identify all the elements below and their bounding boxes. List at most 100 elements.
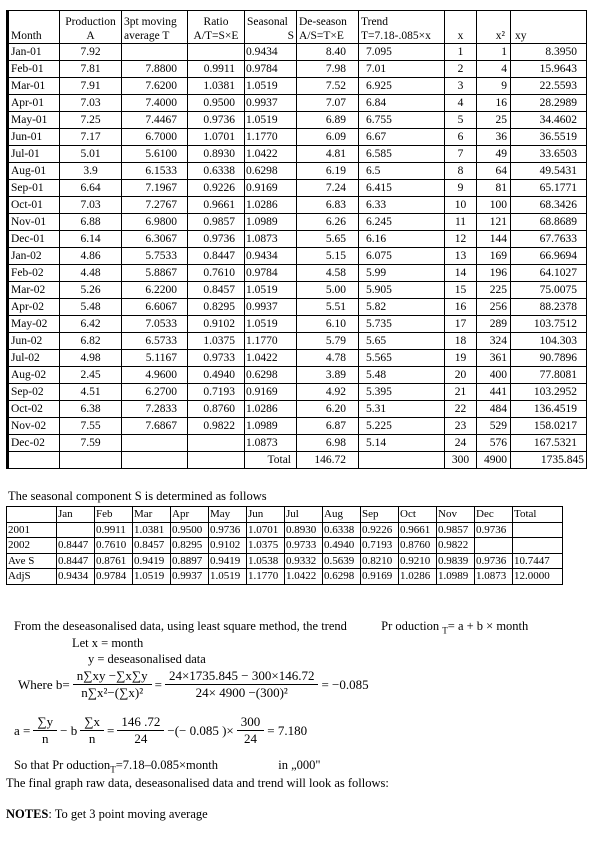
table-cell: 1.0286: [244, 400, 297, 418]
table-cell: 0.4940: [187, 366, 245, 384]
a-frac4-denominator: 24: [244, 731, 258, 746]
table-cell: 6.09: [296, 128, 359, 146]
table-row: AdjS 0.9434 0.9784 1.0519 0.9937 1.0519 1.1770…: [6, 568, 563, 585]
table-cell: 0.8760: [398, 537, 437, 554]
in-000-text: in „000": [278, 758, 321, 772]
table-cell: 0.9169: [244, 179, 297, 197]
table-cell: 3.89: [296, 366, 359, 384]
table-cell: Ave S: [6, 552, 57, 569]
table-cell: 7.4467: [121, 111, 188, 129]
table-cell: 7.91: [59, 77, 122, 95]
table-cell: 0.9733: [284, 537, 323, 554]
table-cell: 5.26: [59, 281, 122, 299]
table-cell: Feb: [94, 506, 133, 523]
table-cell: 64: [476, 162, 511, 180]
table-cell: 1.0519: [132, 568, 171, 585]
table-cell: 12: [444, 230, 477, 248]
table-cell: 5.14: [358, 434, 445, 452]
table-row: Ave S 0.8447 0.8761 0.9419 0.8897 0.9419 1.053…: [6, 552, 563, 569]
table-cell: 0.9169: [244, 383, 297, 401]
table-cell: 2002: [6, 537, 57, 554]
table-cell: 3: [444, 77, 477, 95]
table-cell: Oct-02: [7, 400, 60, 418]
table-cell: 64.1027: [510, 264, 587, 282]
table-cell: 529: [476, 417, 511, 435]
notes-label: NOTES: [6, 807, 49, 821]
table-cell: 0.9434: [244, 43, 297, 61]
table-cell: 6.84: [358, 94, 445, 112]
table-cell: 1.0701: [246, 521, 285, 538]
table-cell: 0.6298: [244, 162, 297, 180]
table-cell: Apr-02: [7, 298, 60, 316]
table-cell: 23: [444, 417, 477, 435]
table-cell: 5.6100: [121, 145, 188, 163]
table-cell: 1.0381: [132, 521, 171, 538]
table-cell: May-02: [7, 315, 60, 333]
table-cell: 49: [476, 145, 511, 163]
table-cell: Oct-01: [7, 196, 60, 214]
a-frac1-numerator: ∑y: [33, 714, 58, 731]
table-cell: 28.2989: [510, 94, 587, 112]
table-cell: 9: [476, 77, 511, 95]
table-cell: 22.5593: [510, 77, 587, 95]
table-cell: 5: [444, 111, 477, 129]
table-cell: Jul-02: [7, 349, 60, 367]
table-cell: 5.7533: [121, 247, 188, 265]
table-cell: 0.9210: [398, 552, 437, 569]
table-cell: 1.1770: [244, 128, 297, 146]
table-cell: 6.87: [296, 417, 359, 435]
a-mid: −(− 0.085 )×: [167, 722, 234, 738]
table-cell: [6, 506, 57, 523]
table-cell: 4.51: [59, 383, 122, 401]
table-cell: 0.9822: [436, 537, 475, 554]
so-that-text: So that Pr oductionT=7.18–0.085×month: [14, 758, 218, 775]
table-row: Aug-01 3.9 6.1533 0.6338 0.6298 6.19 6.5 8 64 49.…: [7, 162, 587, 180]
table-cell: 4.9600: [121, 366, 188, 384]
table-cell: 6.83: [296, 196, 359, 214]
table-cell: 5.82: [358, 298, 445, 316]
table-cell: Apr: [170, 506, 209, 523]
table-cell: 0.9784: [244, 264, 297, 282]
table-cell: 20: [444, 366, 477, 384]
table-cell: 1.0519: [244, 281, 297, 299]
table-cell: 0.9733: [187, 349, 245, 367]
table-cell: 6.415: [358, 179, 445, 197]
table-cell: May: [208, 506, 247, 523]
table-cell: 4.92: [296, 383, 359, 401]
table-cell: 5.99: [358, 264, 445, 282]
table-cell: 0.8447: [56, 552, 95, 569]
a-fraction-300: 300 24: [236, 714, 265, 747]
table-cell: 576: [476, 434, 511, 452]
a-frac3-denominator: 24: [134, 731, 148, 746]
table-cell: 5.65: [296, 230, 359, 248]
table-cell: 36.5519: [510, 128, 587, 146]
table-cell: 6.98: [296, 434, 359, 452]
table-cell: 0.9661: [398, 521, 437, 538]
table-cell: Month: [7, 10, 60, 44]
seasonal-table-header: Jan Feb Mar Apr May Jun Jul Aug Sep Oct Nov Dec Tota…: [6, 506, 563, 523]
table-cell: 136.4519: [510, 400, 587, 418]
table-cell: 5.65: [358, 332, 445, 350]
table-cell: 225: [476, 281, 511, 299]
table-cell: 81: [476, 179, 511, 197]
table-cell: 6.075: [358, 247, 445, 265]
table-cell: 4: [476, 60, 511, 78]
table-cell: Total: [512, 506, 563, 523]
table-cell: 484: [476, 400, 511, 418]
table-cell: 6.2200: [121, 281, 188, 299]
table-cell: 5.48: [59, 298, 122, 316]
decomposition-table: Month Production A 3pt moving average T Ratio…: [6, 10, 587, 469]
a-fraction-sum-x: ∑x n: [80, 714, 105, 747]
table-row: Oct-01 7.03 7.2767 0.9661 1.0286 6.83 6.33 10 10…: [7, 196, 587, 214]
table-cell: 144: [476, 230, 511, 248]
table-cell: 16: [476, 94, 511, 112]
table-cell: 256: [476, 298, 511, 316]
table-cell: 441: [476, 383, 511, 401]
table-cell: 1.0873: [474, 568, 513, 585]
table-cell: 6.10: [296, 315, 359, 333]
table-cell: 7.52: [296, 77, 359, 95]
table-cell: [121, 451, 188, 469]
table-row: Nov-01 6.88 6.9800 0.9857 1.0989 6.26 6.245 11 1…: [7, 213, 587, 231]
table-cell: [59, 451, 122, 469]
